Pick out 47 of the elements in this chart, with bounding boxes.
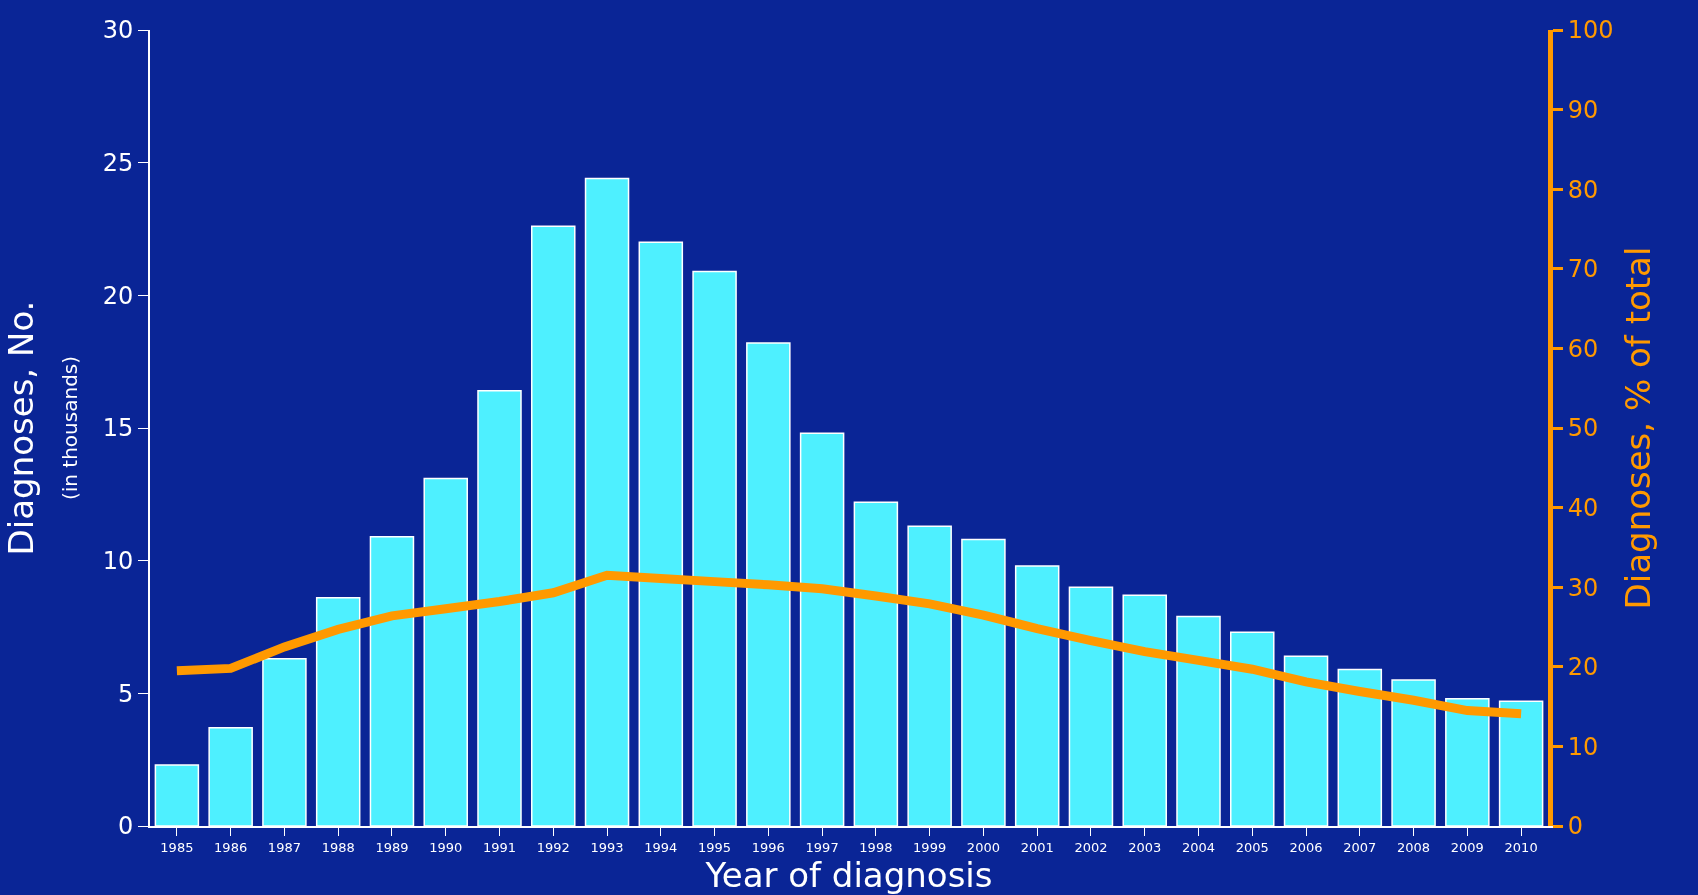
x-tick-label: 2006 (1289, 839, 1323, 855)
x-tick-label: 1993 (590, 839, 624, 855)
x-tick-label: 1987 (267, 839, 301, 855)
y2-tick-label: 0 (1567, 812, 1584, 841)
x-tick-label: 1998 (859, 839, 893, 855)
x-tick-label: 2000 (966, 839, 1000, 855)
x-tick-label: 2009 (1450, 839, 1484, 855)
x-tick-label: 1994 (644, 839, 678, 855)
x-tick-label: 1997 (805, 839, 839, 855)
x-tick-label: 1989 (375, 839, 409, 855)
x-tick-label: 1985 (160, 839, 194, 855)
x-tick-label: 1996 (751, 839, 785, 855)
y-tick-label: 30 (102, 16, 134, 45)
y2-tick-label: 70 (1567, 255, 1599, 284)
y2-tick-label: 10 (1567, 732, 1599, 761)
y2-axis-title: Diagnoses, % of total (1617, 246, 1658, 610)
y2-tick-label: 30 (1567, 573, 1599, 602)
x-tick-label: 1991 (482, 839, 517, 855)
y-axis-title: Diagnoses, No. (in thousands) (0, 300, 82, 556)
x-tick-label: 2010 (1504, 839, 1538, 855)
x-tick-label: 1992 (536, 839, 570, 855)
y2-tick-label: 40 (1567, 494, 1599, 522)
x-axis-title: Year of diagnosis (704, 854, 993, 895)
y2-tick-label: 90 (1567, 96, 1599, 124)
x-tick-label: 1990 (429, 839, 463, 855)
y2-tick-label: 100 (1567, 16, 1614, 45)
x-tick-label: 2007 (1343, 839, 1377, 855)
y-tick-label: 25 (102, 149, 134, 178)
x-tick-label: 1986 (214, 839, 248, 855)
y2-tick-label: 60 (1567, 334, 1599, 363)
y-tick-label: 5 (117, 679, 134, 708)
x-tick-label: 2005 (1235, 839, 1269, 855)
x-tick-label: 1995 (698, 839, 732, 855)
y2-tick-label: 20 (1567, 653, 1599, 682)
x-tick-label: 2002 (1074, 839, 1108, 855)
y-tick-label: 15 (102, 414, 134, 443)
x-tick-label: 2008 (1397, 839, 1431, 855)
x-tick-label: 2003 (1128, 839, 1162, 855)
y2-tick-label: 80 (1567, 175, 1599, 204)
x-tick-label: 2001 (1020, 839, 1054, 855)
x-tick-label: 2004 (1181, 839, 1216, 855)
y2-tick-label: 50 (1567, 414, 1599, 443)
y-tick-label: 10 (102, 547, 134, 576)
x-tick-label: 1999 (913, 839, 947, 855)
x-tick-label: 1988 (321, 839, 355, 855)
y-tick-label: 0 (117, 812, 134, 841)
y-tick-label: 20 (102, 281, 134, 310)
